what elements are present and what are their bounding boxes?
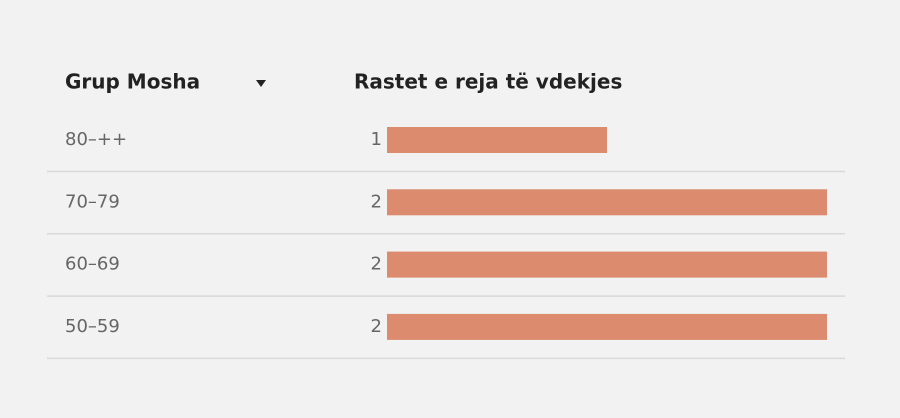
category-header[interactable]: Grup Mosha <box>65 70 200 94</box>
bar <box>387 127 607 153</box>
sort-icon[interactable] <box>256 80 266 87</box>
value-label: 2 <box>371 254 382 275</box>
bar <box>387 251 827 278</box>
bar <box>387 313 827 340</box>
value-label: 2 <box>371 316 382 337</box>
value-label: 2 <box>371 191 382 212</box>
category-label: 70–79 <box>65 191 120 212</box>
value-label: 1 <box>371 129 382 150</box>
category-label: 50–59 <box>65 316 120 337</box>
value-header[interactable]: Rastet e reja të vdekjes <box>354 70 622 94</box>
category-label: 80–++ <box>65 129 127 150</box>
category-label: 60–69 <box>65 254 120 275</box>
bar <box>387 189 827 216</box>
